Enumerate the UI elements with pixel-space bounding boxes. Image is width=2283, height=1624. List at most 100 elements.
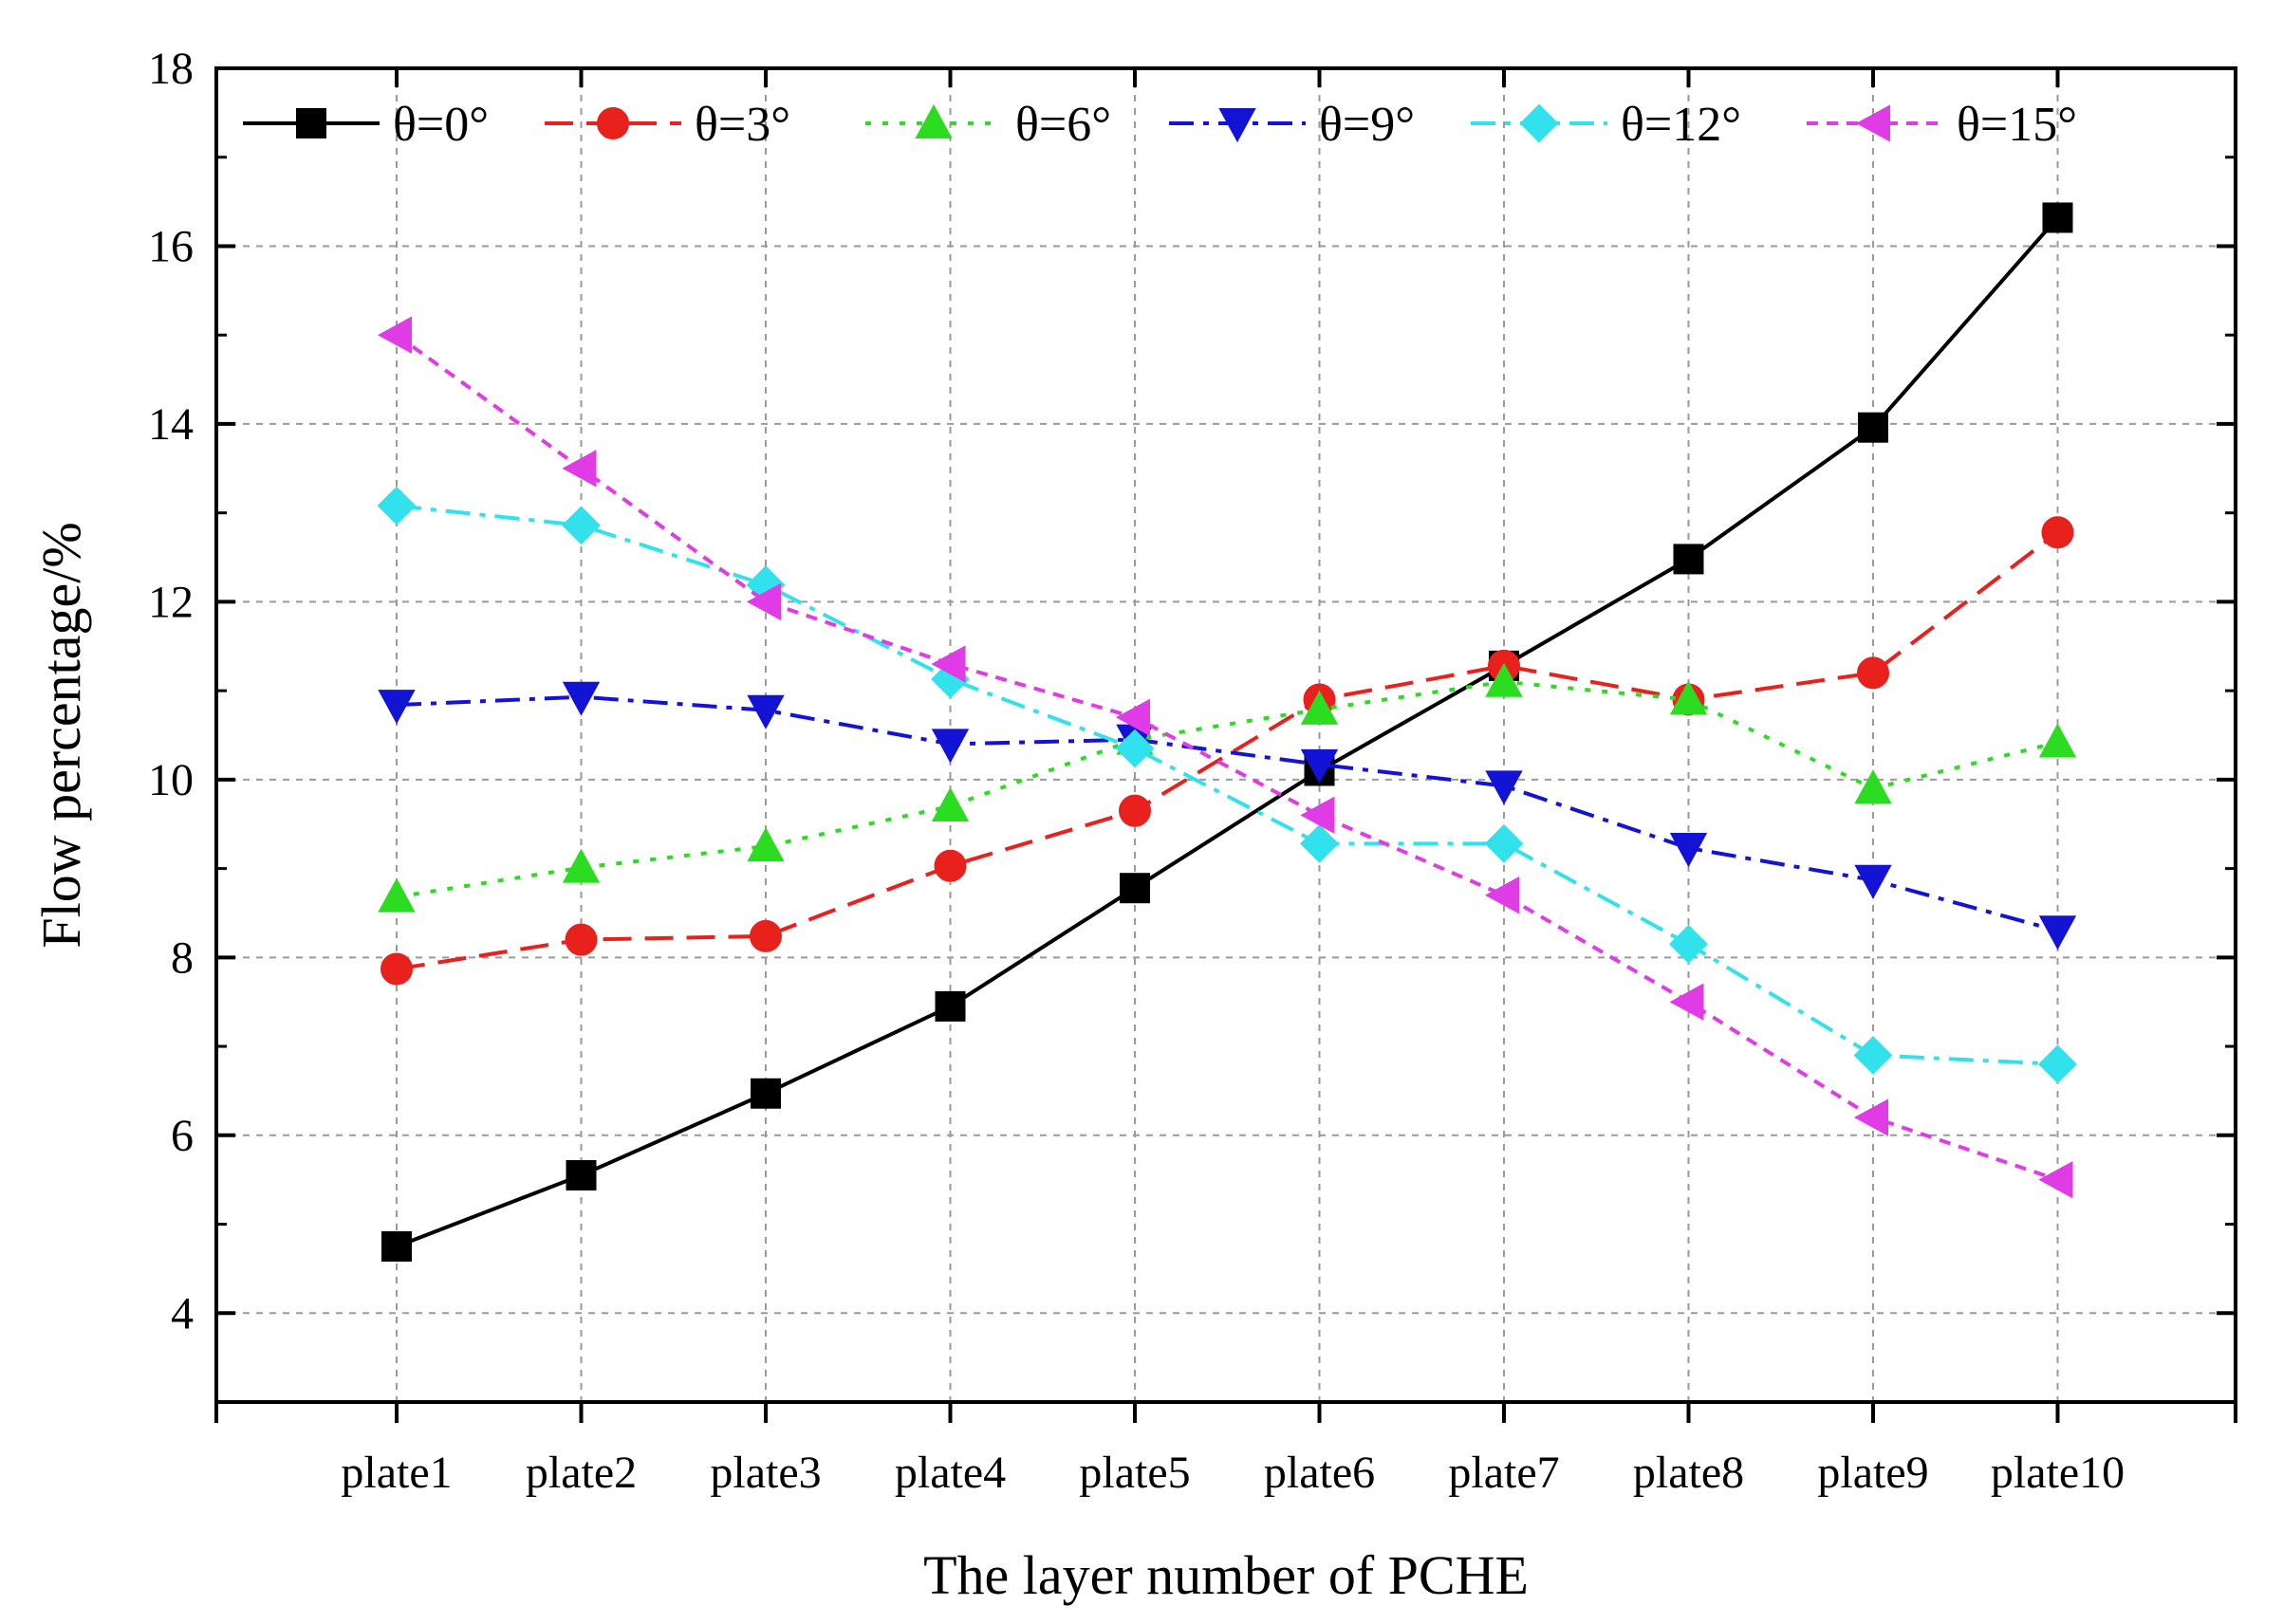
series-line (395, 333, 2059, 1182)
legend-label: θ=3° (695, 98, 790, 152)
legend-item-2: θ=6° (865, 98, 1111, 152)
legend-item-3: θ=9° (1169, 98, 1415, 152)
data-point (1119, 794, 1151, 827)
data-point (378, 877, 416, 913)
grid-lines (216, 68, 2236, 1402)
data-point (562, 506, 601, 545)
x-tick-label: plate4 (895, 1448, 1006, 1498)
series-line (396, 504, 2058, 1066)
data-point (1673, 544, 1704, 575)
data-point (1854, 864, 1892, 899)
data-point (2042, 202, 2073, 233)
data-point (747, 827, 785, 862)
y-tick-label: 14 (148, 399, 194, 450)
x-tick-label: plate8 (1633, 1448, 1744, 1498)
data-point (378, 690, 416, 725)
data-point (746, 582, 781, 621)
series-line (396, 694, 2059, 933)
y-axis-title: Flow percentage/% (30, 522, 92, 948)
data-point (1484, 877, 1519, 914)
data-point (2038, 1160, 2073, 1199)
legend-marker (1218, 108, 1256, 143)
data-point (1300, 823, 1339, 863)
plot-frame (214, 66, 2237, 1404)
data-point (2038, 1044, 2077, 1084)
series-4 (377, 486, 2077, 1084)
series-3 (378, 681, 2077, 950)
x-tick-label: plate3 (710, 1448, 821, 1498)
y-tick-label: 12 (148, 577, 194, 627)
y-tick-label: 8 (171, 932, 194, 983)
data-point (1854, 769, 1892, 804)
legend-item-5: θ=15° (1807, 98, 2077, 152)
series-0 (381, 202, 2073, 1262)
data-point (750, 919, 782, 952)
data-point (1853, 1098, 1888, 1136)
data-point (377, 316, 412, 354)
legend-marker (296, 108, 326, 138)
data-point (935, 990, 966, 1022)
x-axis-title: The layer number of PCHE (923, 1544, 1529, 1606)
legend-label: θ=12° (1621, 98, 1741, 152)
data-point (1485, 770, 1523, 805)
data-point (931, 729, 970, 764)
x-tick-label: plate2 (526, 1448, 637, 1498)
data-point (562, 848, 601, 883)
x-tick-label: plate1 (341, 1448, 452, 1498)
data-point (751, 1078, 781, 1109)
x-tick-label: plate10 (1991, 1448, 2125, 1498)
data-point (1858, 412, 1888, 443)
data-point (934, 849, 967, 882)
y-tick-label: 10 (148, 755, 194, 805)
data-point (747, 694, 785, 729)
legend-item-1: θ=3° (545, 98, 790, 152)
series-line (396, 679, 2058, 899)
legend-label: θ=15° (1957, 98, 2077, 152)
data-point (562, 450, 597, 488)
y-tick-label: 16 (148, 221, 194, 271)
legend-label: θ=9° (1319, 98, 1415, 152)
data-point (566, 1159, 597, 1190)
legend-marker (1519, 103, 1559, 143)
legend-marker (915, 103, 953, 138)
legend-item-4: θ=12° (1471, 98, 1741, 152)
y-tick-label: 6 (171, 1111, 194, 1161)
series-line (396, 216, 2060, 1248)
data-point (931, 786, 970, 821)
data-point (1115, 729, 1155, 768)
legend-label: θ=6° (1015, 98, 1111, 152)
data-point (1120, 873, 1150, 904)
data-point (1300, 748, 1339, 784)
data-point (1484, 823, 1524, 863)
data-point (1300, 690, 1339, 725)
series-5 (377, 316, 2073, 1199)
data-point (1115, 698, 1150, 736)
series-1 (380, 516, 2074, 986)
data-point (1669, 924, 1708, 964)
data-point (1669, 983, 1704, 1021)
legend: θ=0° θ=3° θ=6° θ=9° θ=12° θ=15° (243, 98, 2077, 152)
y-tick-label: 4 (171, 1288, 194, 1338)
data-point (1669, 680, 1708, 715)
data-point (1300, 796, 1335, 835)
data-point (1669, 833, 1708, 868)
data-point (2041, 516, 2074, 549)
axis-ticks: 4 6 8 10 12 14 16 18 plate1 plate2 plate3 plate4 pla… (148, 44, 2237, 1498)
data-point (565, 923, 598, 956)
data-point (1853, 1036, 1893, 1075)
data-point (562, 681, 601, 716)
data-point (931, 645, 966, 683)
x-tick-label: plate5 (1079, 1448, 1190, 1498)
legend-label: θ=0° (393, 98, 489, 152)
data-series (377, 202, 2077, 1262)
legend-item-0: θ=0° (243, 98, 489, 152)
x-tick-label: plate7 (1448, 1448, 1559, 1498)
data-point (1857, 656, 1889, 690)
series-2 (378, 662, 2077, 913)
legend-marker (1855, 104, 1890, 142)
data-point (2038, 723, 2077, 758)
data-point (2038, 915, 2077, 950)
x-tick-label: plate9 (1817, 1448, 1928, 1498)
legend-marker (597, 107, 629, 139)
